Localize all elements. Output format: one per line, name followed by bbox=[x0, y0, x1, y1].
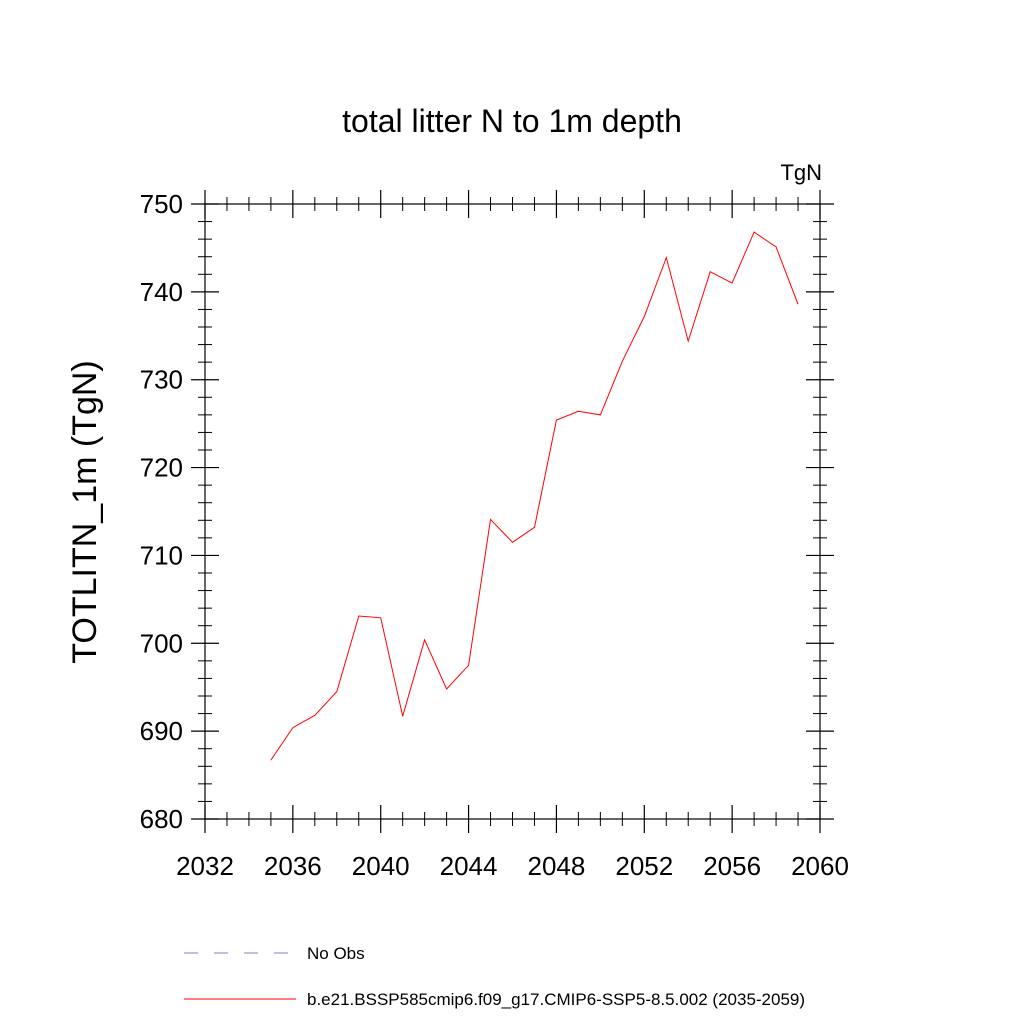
chart-title: total litter N to 1m depth bbox=[342, 103, 682, 139]
y-tick-label: 680 bbox=[140, 804, 183, 834]
y-tick-label: 740 bbox=[140, 277, 183, 307]
x-tick-label: 2060 bbox=[791, 851, 849, 881]
x-tick-label: 2052 bbox=[615, 851, 673, 881]
series-line bbox=[270, 231, 799, 761]
axis-ticks bbox=[191, 190, 834, 833]
plot-frame bbox=[204, 203, 821, 820]
legend-label: b.e21.BSSP585cmip6.f09_g17.CMIP6-SSP5-8.… bbox=[307, 990, 805, 1009]
x-tick-label: 2036 bbox=[264, 851, 322, 881]
y-tick-label: 700 bbox=[140, 628, 183, 658]
x-tick-label: 2032 bbox=[176, 851, 234, 881]
legend-label: No Obs bbox=[307, 944, 365, 963]
x-tick-label: 2040 bbox=[352, 851, 410, 881]
y-tick-label: 710 bbox=[140, 540, 183, 570]
y-tick-label: 690 bbox=[140, 716, 183, 746]
x-tick-label: 2044 bbox=[440, 851, 498, 881]
y-tick-label: 730 bbox=[140, 365, 183, 395]
y-axis-label: TOTLITN_1m (TgN) bbox=[66, 360, 104, 664]
axis-tick-labels: 2032 2036 2040 2044 2048 2052 2056 2060 680 690 70… bbox=[140, 189, 849, 881]
units-label: TgN bbox=[780, 160, 822, 185]
legend: No Obs b.e21.BSSP585cmip6.f09_g17.CMIP6-S… bbox=[184, 944, 805, 1009]
x-tick-label: 2056 bbox=[703, 851, 761, 881]
series-layer bbox=[270, 231, 799, 761]
x-tick-label: 2048 bbox=[528, 851, 586, 881]
y-tick-label: 720 bbox=[140, 453, 183, 483]
y-tick-label: 750 bbox=[140, 189, 183, 219]
